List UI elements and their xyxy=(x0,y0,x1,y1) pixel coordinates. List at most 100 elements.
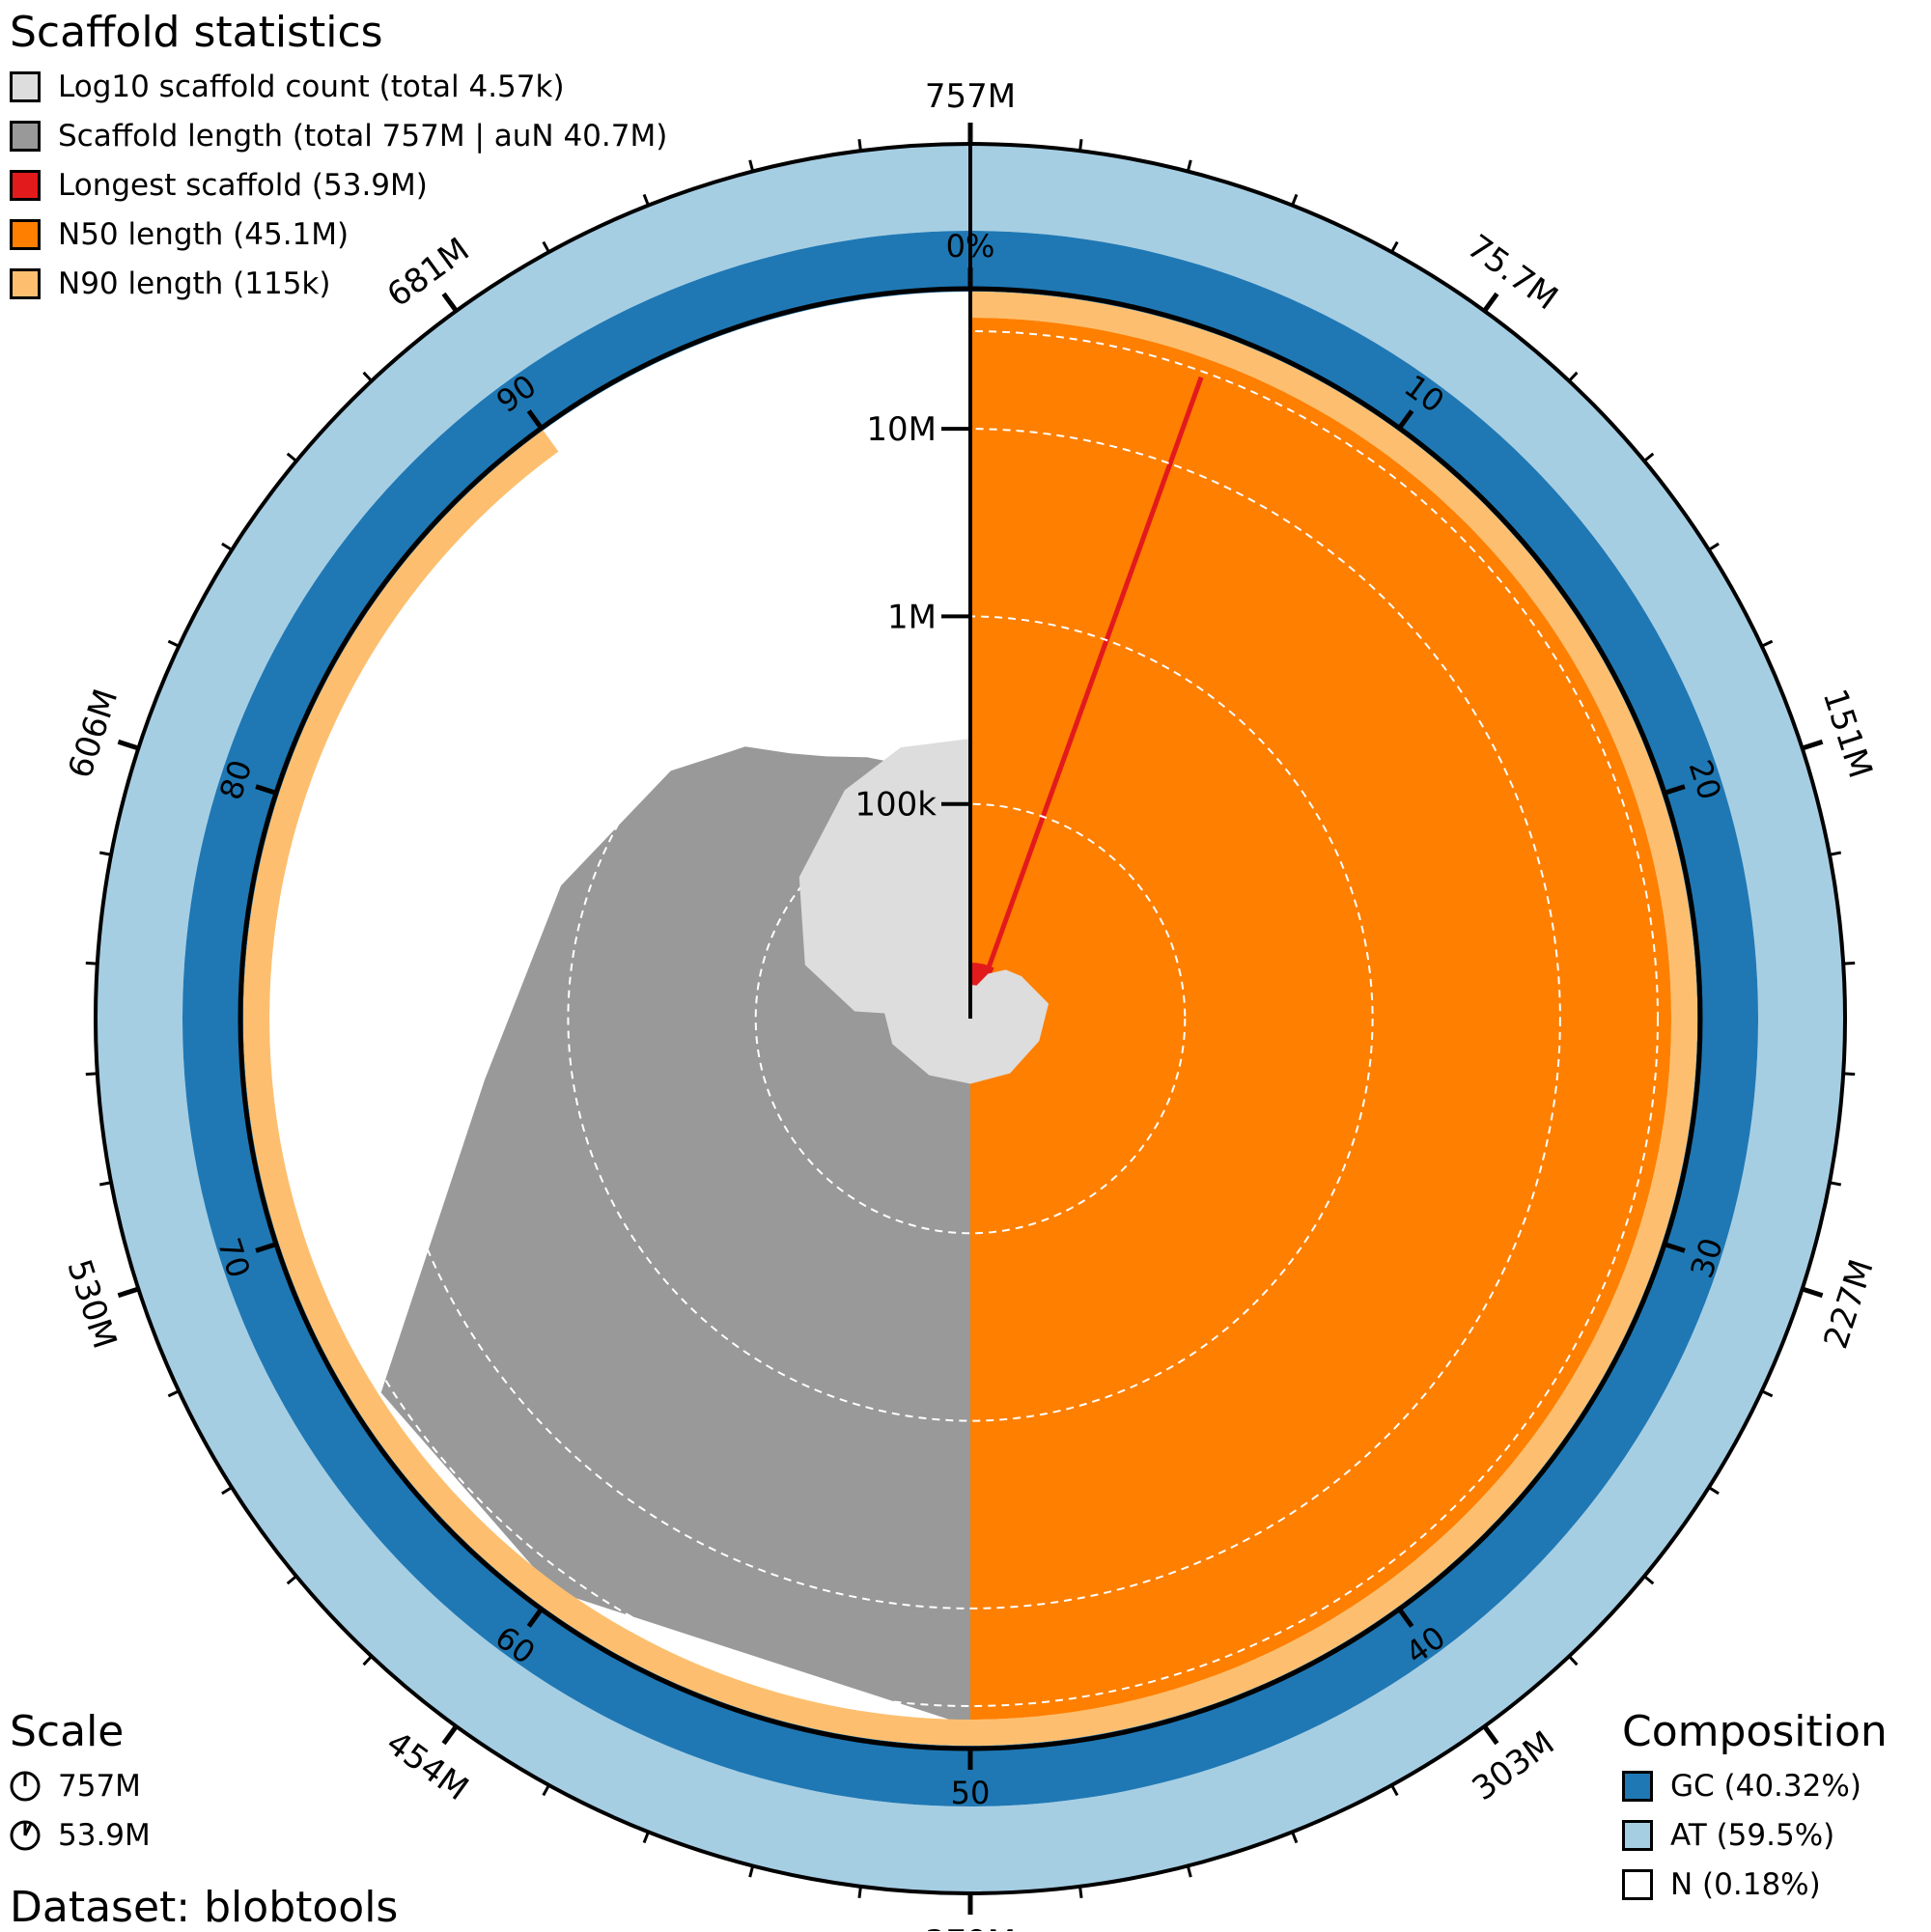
outer-minor-tick xyxy=(167,1389,180,1398)
legend-label: N50 length (45.1M) xyxy=(58,217,350,252)
at-swatch xyxy=(1622,1820,1653,1851)
legend-item-n50: N50 length (45.1M) xyxy=(10,217,349,252)
scale-item-longest: 53.9M xyxy=(10,1818,151,1853)
outer-tick xyxy=(1801,739,1824,751)
outer-minor-tick xyxy=(1708,542,1720,551)
composition-item-at: AT (59.5%) xyxy=(1622,1818,1834,1853)
outer-tick-label: 757M xyxy=(925,77,1016,116)
scaffold-count-outer xyxy=(798,739,970,1019)
scale-title: Scale xyxy=(10,1707,125,1756)
outer-minor-tick xyxy=(542,240,550,253)
outer-tick xyxy=(117,739,140,751)
outer-tick xyxy=(441,292,459,313)
length-swatch xyxy=(10,121,41,152)
n50-area xyxy=(970,318,1671,1720)
legend-item-length: Scaffold length (total 757M | auN 40.7M) xyxy=(10,119,667,154)
legend-title: Scaffold statistics xyxy=(10,8,383,57)
outer-minor-tick xyxy=(1291,1831,1299,1844)
percent-tick xyxy=(255,1242,277,1253)
outer-minor-tick xyxy=(542,1784,550,1797)
legend-label: Log10 scaffold count (total 4.57k) xyxy=(58,70,565,104)
full-circle-icon xyxy=(10,1771,41,1802)
composition-item-gc: GC (40.32%) xyxy=(1622,1769,1861,1804)
n90-swatch xyxy=(10,268,41,299)
outer-minor-tick xyxy=(98,1181,112,1187)
outer-minor-tick xyxy=(1643,452,1655,462)
outer-minor-tick xyxy=(1186,159,1192,172)
outer-tick-label: 454M xyxy=(379,1723,476,1808)
composition-item-n: N (0.18%) xyxy=(1622,1867,1821,1902)
count-swatch xyxy=(10,71,41,102)
outer-minor-tick xyxy=(362,1655,373,1666)
outer-minor-tick xyxy=(1829,1181,1842,1187)
composition-title: Composition xyxy=(1622,1707,1888,1756)
gc-swatch xyxy=(1622,1771,1653,1802)
outer-minor-tick xyxy=(1761,1389,1774,1398)
legend-label: N90 length (115k) xyxy=(58,266,331,301)
partial-circle-icon xyxy=(10,1820,41,1851)
outer-minor-tick xyxy=(1390,1784,1399,1797)
legend-item-longest: Longest scaffold (53.9M) xyxy=(10,168,428,203)
outer-minor-tick xyxy=(221,1486,233,1496)
outer-minor-tick xyxy=(85,1072,98,1077)
outer-minor-tick xyxy=(1568,1655,1579,1666)
n50-dash-circle xyxy=(282,330,1659,1707)
outer-minor-tick xyxy=(857,139,862,152)
outer-tick-label: 227M xyxy=(1817,1255,1882,1354)
n-swatch xyxy=(1622,1869,1653,1900)
outer-tick-label: 530M xyxy=(59,1255,124,1354)
outer-tick-label: 303M xyxy=(1466,1723,1562,1808)
percent-tick xyxy=(255,784,277,796)
percent-tick xyxy=(526,1608,544,1628)
log-grid-circle xyxy=(754,802,1187,1235)
radial-tick-label: 10M xyxy=(866,410,937,449)
outer-tick xyxy=(1801,1286,1824,1299)
outer-minor-tick xyxy=(362,371,373,382)
outer-tick xyxy=(1482,292,1499,313)
outer-tick-label: 151M xyxy=(1815,685,1880,783)
outer-minor-tick xyxy=(85,961,98,966)
outer-minor-tick xyxy=(1761,639,1774,648)
radial-tick-label: 100k xyxy=(854,786,937,825)
composition-label: GC (40.32%) xyxy=(1670,1769,1861,1804)
outer-minor-tick xyxy=(1829,851,1842,856)
legend-item-count: Log10 scaffold count (total 4.57k) xyxy=(10,70,565,104)
outer-minor-tick xyxy=(1843,961,1856,966)
longest-swatch xyxy=(10,170,41,201)
longest-scaffold-line xyxy=(967,376,1204,1020)
scaffold-length-area xyxy=(238,286,1703,1751)
dataset-label: Dataset: blobtools xyxy=(10,1883,399,1932)
percent-tick xyxy=(1664,784,1686,796)
percent-tick xyxy=(526,409,544,430)
outer-minor-tick xyxy=(748,1865,755,1878)
outer-minor-tick xyxy=(286,452,297,462)
outer-minor-tick xyxy=(1291,193,1299,207)
n50-swatch xyxy=(10,219,41,250)
axes xyxy=(85,123,1856,1915)
outer-minor-tick xyxy=(286,1575,297,1585)
outer-minor-tick xyxy=(98,851,112,856)
outer-tick-label: 606M xyxy=(61,685,126,783)
composition-label: AT (59.5%) xyxy=(1670,1818,1835,1853)
percent-tick-label: 0% xyxy=(946,228,995,265)
outer-tick xyxy=(441,1724,459,1746)
percent-tick xyxy=(1397,409,1414,430)
outer-tick-label: 681M xyxy=(380,231,477,316)
outer-minor-tick xyxy=(221,542,233,551)
legend-label: Scaffold length (total 757M | auN 40.7M) xyxy=(58,119,668,154)
outer-minor-tick xyxy=(642,193,650,207)
outer-tick xyxy=(1482,1724,1499,1746)
legend-label: Longest scaffold (53.9M) xyxy=(58,168,428,203)
outer-minor-tick xyxy=(1390,240,1399,253)
percent-tick xyxy=(1397,1608,1414,1628)
outer-minor-tick xyxy=(642,1831,650,1844)
outer-minor-tick xyxy=(857,1886,862,1898)
outer-minor-tick xyxy=(1078,139,1083,152)
log-grid-circle xyxy=(379,428,1561,1610)
outer-minor-tick xyxy=(1643,1575,1655,1585)
outer-tick xyxy=(117,1286,140,1299)
outer-minor-tick xyxy=(1708,1486,1720,1496)
outer-tick-label: 379M xyxy=(925,1923,1016,1931)
legend-item-n90: N90 length (115k) xyxy=(10,266,330,301)
outer-minor-tick xyxy=(167,639,180,648)
